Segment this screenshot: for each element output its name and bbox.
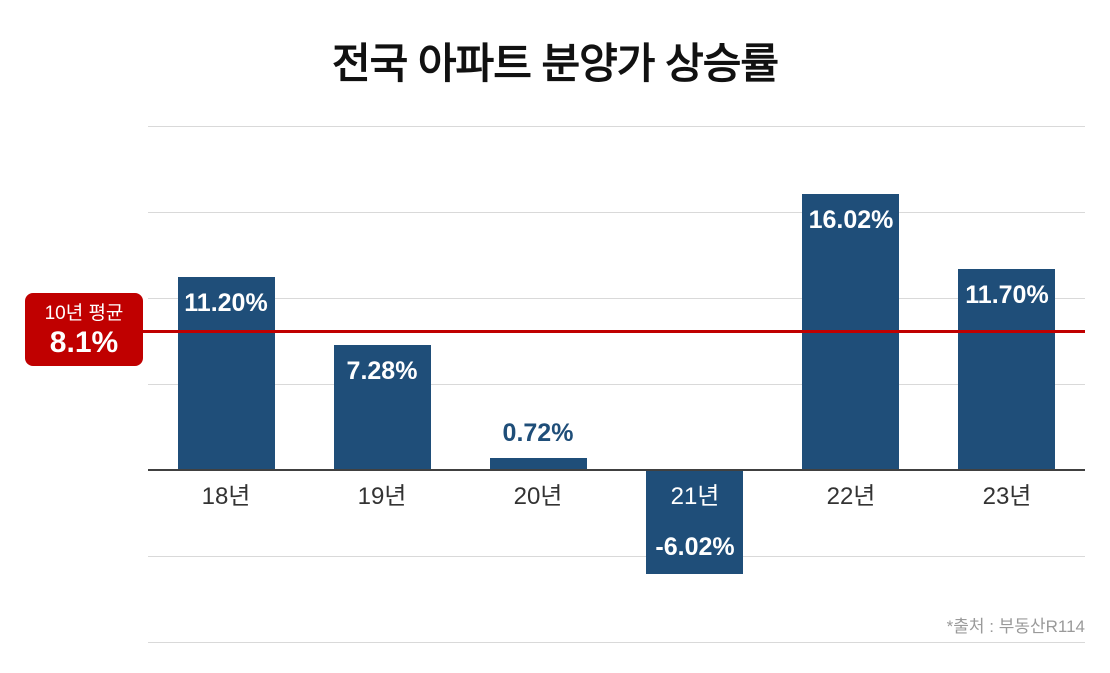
value-label-21년: -6.02%	[655, 533, 735, 561]
average-badge: 10년 평균 8.1%	[25, 293, 143, 366]
gridline	[148, 212, 1085, 213]
gridline	[148, 384, 1085, 385]
gridline	[148, 642, 1085, 643]
category-label-21년: 21년	[670, 483, 720, 510]
category-label-19년: 19년	[357, 483, 407, 510]
value-label-19년: 7.28%	[346, 357, 418, 385]
value-label-22년: 16.02%	[808, 206, 894, 234]
average-badge-label: 10년 평균	[44, 303, 124, 324]
average-badge-value: 8.1%	[49, 326, 119, 359]
value-label-18년: 11.20%	[184, 289, 268, 317]
category-label-20년: 20년	[513, 483, 563, 510]
bar-18년	[178, 277, 275, 470]
gridline	[148, 126, 1085, 127]
value-label-23년: 11.70%	[965, 281, 1049, 309]
gridline	[148, 298, 1085, 299]
gridline	[148, 556, 1085, 557]
average-line	[30, 330, 1085, 333]
bar-20년	[490, 458, 587, 470]
category-label-18년: 18년	[201, 483, 251, 510]
bar-21년	[646, 470, 743, 574]
category-label-23년: 23년	[982, 483, 1032, 510]
bar-19년	[334, 345, 431, 470]
source-note: *출처 : 부동산R114	[946, 617, 1085, 636]
x-axis-line	[148, 469, 1085, 471]
value-label-20년: 0.72%	[502, 419, 574, 447]
category-label-22년: 22년	[826, 483, 876, 510]
bar-23년	[958, 269, 1055, 470]
chart-title: 전국 아파트 분양가 상승률	[331, 40, 779, 87]
